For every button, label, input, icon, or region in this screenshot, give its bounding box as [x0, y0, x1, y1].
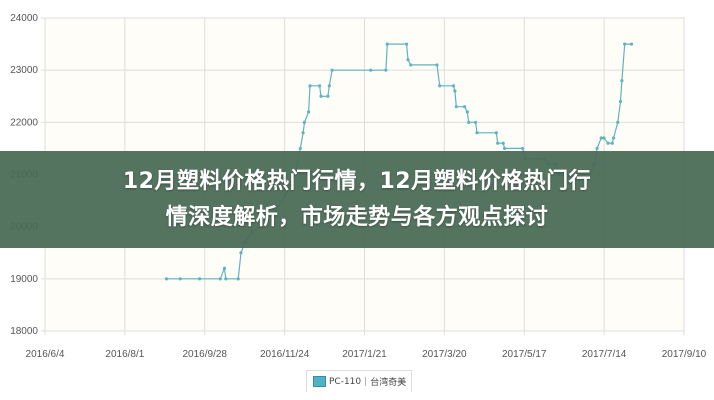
data-point: [384, 68, 388, 72]
overlay-title-line-2: 情深度解析，市场走势与各方观点探讨: [165, 204, 549, 230]
title-overlay-banner: 12月塑料价格热门行情，12月塑料价格热门行 情深度解析，市场走势与各方观点探讨: [0, 151, 714, 248]
data-point: [164, 277, 169, 281]
y-tick-label: 23000: [10, 65, 38, 76]
data-point: [467, 120, 471, 124]
data-point: [326, 94, 330, 98]
x-tick-label: 2016/6/4: [26, 349, 65, 360]
y-tick-label: 18000: [10, 326, 38, 337]
data-point: [236, 277, 240, 281]
legend-separator: |: [364, 376, 368, 387]
legend-swatch: [313, 376, 326, 387]
y-tick-label: 22000: [10, 117, 38, 128]
data-point: [520, 146, 525, 151]
x-tick-label: 2017/9/10: [662, 349, 707, 360]
data-point: [298, 146, 302, 151]
data-point: [406, 58, 410, 62]
data-point: [330, 68, 334, 72]
x-tick-label: 2017/1/21: [342, 349, 387, 360]
data-point: [307, 110, 311, 114]
legend-brand: 台湾奇美: [370, 378, 407, 388]
data-point: [404, 42, 409, 46]
data-point: [451, 84, 456, 88]
y-tick-label: 19000: [10, 274, 38, 285]
data-point: [318, 84, 322, 88]
overlay-title-line-1: 12月塑料价格热门行情，12月塑料价格热门行: [122, 168, 592, 194]
data-point: [302, 120, 307, 124]
legend[interactable]: PC-110 | 台湾奇美: [306, 370, 412, 392]
data-point: [606, 141, 610, 145]
data-point: [239, 251, 243, 255]
x-tick-label: 2016/11/24: [260, 349, 310, 360]
data-point: [197, 277, 202, 281]
data-point: [301, 131, 305, 135]
data-point: [218, 277, 222, 281]
data-point: [494, 131, 498, 135]
data-point: [385, 42, 389, 46]
data-point: [462, 105, 467, 109]
data-point: [475, 131, 479, 135]
data-point: [454, 105, 458, 109]
data-point: [409, 63, 413, 67]
data-point: [502, 146, 507, 151]
legend-code: PC-110: [329, 376, 362, 387]
x-tick-label: 2017/7/14: [582, 349, 627, 360]
data-point: [222, 266, 227, 270]
data-point: [618, 99, 623, 104]
data-point: [319, 94, 323, 98]
data-point: [620, 79, 624, 83]
data-point: [369, 68, 373, 72]
data-point: [308, 84, 312, 88]
data-point: [629, 42, 634, 46]
data-point: [178, 277, 182, 281]
data-point: [612, 136, 616, 140]
data-point: [435, 63, 439, 67]
data-point: [599, 136, 603, 140]
data-point: [616, 120, 620, 124]
data-point: [474, 120, 478, 124]
data-point: [453, 89, 457, 93]
data-point: [496, 141, 500, 145]
y-tick-label: 24000: [10, 13, 38, 24]
data-point: [465, 110, 469, 114]
data-point: [224, 277, 228, 281]
data-point: [623, 42, 627, 46]
data-point: [501, 141, 505, 145]
data-point: [595, 146, 599, 151]
data-point: [438, 84, 442, 88]
x-tick-label: 2016/8/1: [105, 349, 144, 360]
data-point: [327, 84, 331, 88]
x-tick-label: 2016/9/28: [183, 349, 228, 360]
data-point: [610, 141, 614, 145]
x-axis-ticks: 2016/6/4 2016/8/1 2016/9/28 2016/11/24 2017/…: [26, 349, 707, 360]
data-point: [602, 136, 606, 140]
x-tick-label: 2017/5/17: [502, 349, 547, 360]
x-tick-label: 2017/3/20: [422, 349, 467, 360]
